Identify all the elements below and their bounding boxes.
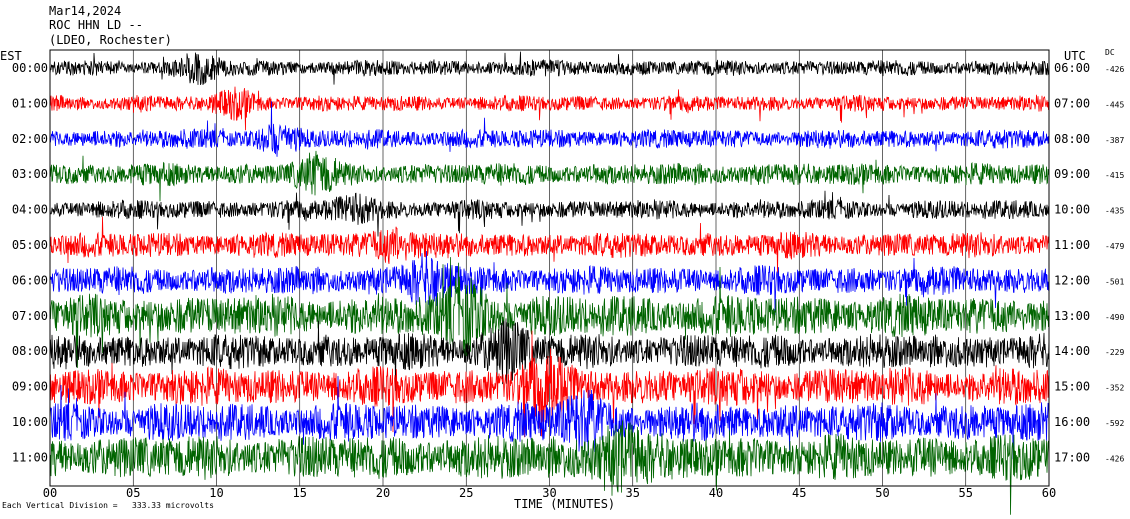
- left-time-label: 01:00: [12, 96, 48, 110]
- right-time-label: 16:00: [1054, 415, 1090, 429]
- x-tick-label: 10: [209, 486, 223, 500]
- right-time-label: 06:00: [1054, 61, 1090, 75]
- right-time-label: 17:00: [1054, 450, 1090, 464]
- trace-line-0300: [49, 150, 1050, 202]
- trace-line-0200: [49, 101, 1050, 157]
- trace-group: [49, 51, 1050, 515]
- dc-offset-label: -426: [1105, 65, 1124, 74]
- dc-offset-label: -490: [1105, 313, 1124, 322]
- trace-line-0700: [49, 257, 1050, 368]
- left-timezone-label: EST: [0, 49, 22, 63]
- trace-line-1100: [49, 420, 1050, 515]
- left-time-label: 10:00: [12, 415, 48, 429]
- trace-line-0500: [49, 216, 1050, 274]
- plot-date: Mar14,2024: [49, 4, 122, 18]
- station-code: ROC HHN LD --: [49, 18, 143, 32]
- scale-footnote: Each Vertical Division = 333.33 microvol…: [2, 501, 214, 510]
- right-time-label: 11:00: [1054, 238, 1090, 252]
- trace-line-0900: [49, 330, 1050, 438]
- left-time-label: 08:00: [12, 344, 48, 358]
- trace-line-1000: [49, 376, 1050, 460]
- right-time-label: 12:00: [1054, 273, 1090, 287]
- x-tick-label: 60: [1042, 486, 1056, 500]
- trace-line-0100: [49, 86, 1050, 131]
- dc-offset-label: -426: [1105, 454, 1124, 463]
- left-time-label: 05:00: [12, 238, 48, 252]
- x-tick-label: 15: [293, 486, 307, 500]
- right-time-label: 09:00: [1054, 167, 1090, 181]
- x-tick-label: 00: [43, 486, 57, 500]
- left-time-label: 11:00: [12, 450, 48, 464]
- plot-frame: [49, 49, 1050, 487]
- trace-line-0400: [49, 190, 1050, 237]
- right-time-label: 15:00: [1054, 380, 1090, 394]
- dc-offset-label: -415: [1105, 171, 1124, 180]
- x-tick-label: 45: [792, 486, 806, 500]
- dc-offset-label: -229: [1105, 348, 1124, 357]
- right-time-label: 08:00: [1054, 132, 1090, 146]
- right-time-label: 13:00: [1054, 309, 1090, 323]
- left-time-label: 07:00: [12, 309, 48, 323]
- right-time-label: 10:00: [1054, 203, 1090, 217]
- left-time-label: 06:00: [12, 273, 48, 287]
- dc-offset-label: -387: [1105, 136, 1124, 145]
- trace-line-0800: [49, 318, 1050, 391]
- dc-column-title: DC: [1105, 48, 1115, 57]
- left-time-label: 02:00: [12, 132, 48, 146]
- dc-offset-label: -435: [1105, 207, 1124, 216]
- dc-offset-label: -592: [1105, 419, 1124, 428]
- x-tick-label: 05: [126, 486, 140, 500]
- dc-offset-label: -445: [1105, 100, 1124, 109]
- x-axis-title: TIME (MINUTES): [514, 497, 616, 511]
- x-tick-label: 25: [459, 486, 473, 500]
- dc-offset-label: -501: [1105, 277, 1124, 286]
- trace-line-0000: [49, 51, 1050, 86]
- axis-labels: 00:00 06:00 -426 01:00 07:00 -445 02:00 08:00 -3…: [12, 61, 1125, 500]
- x-tick-label: 20: [376, 486, 390, 500]
- left-time-label: 04:00: [12, 203, 48, 217]
- x-tick-label: 30: [542, 486, 556, 500]
- x-tick-label: 50: [875, 486, 889, 500]
- trace-line-0600: [49, 250, 1050, 316]
- right-time-label: 07:00: [1054, 96, 1090, 110]
- dc-offset-label: -479: [1105, 242, 1124, 251]
- network-name: (LDEO, Rochester): [49, 33, 172, 47]
- right-timezone-label: UTC: [1064, 49, 1086, 63]
- left-time-label: 03:00: [12, 167, 48, 181]
- right-time-label: 14:00: [1054, 344, 1090, 358]
- x-tick-label: 35: [626, 486, 640, 500]
- x-tick-label: 55: [959, 486, 973, 500]
- left-time-label: 00:00: [12, 61, 48, 75]
- x-tick-label: 40: [709, 486, 723, 500]
- dc-offset-label: -352: [1105, 384, 1124, 393]
- left-time-label: 09:00: [12, 380, 48, 394]
